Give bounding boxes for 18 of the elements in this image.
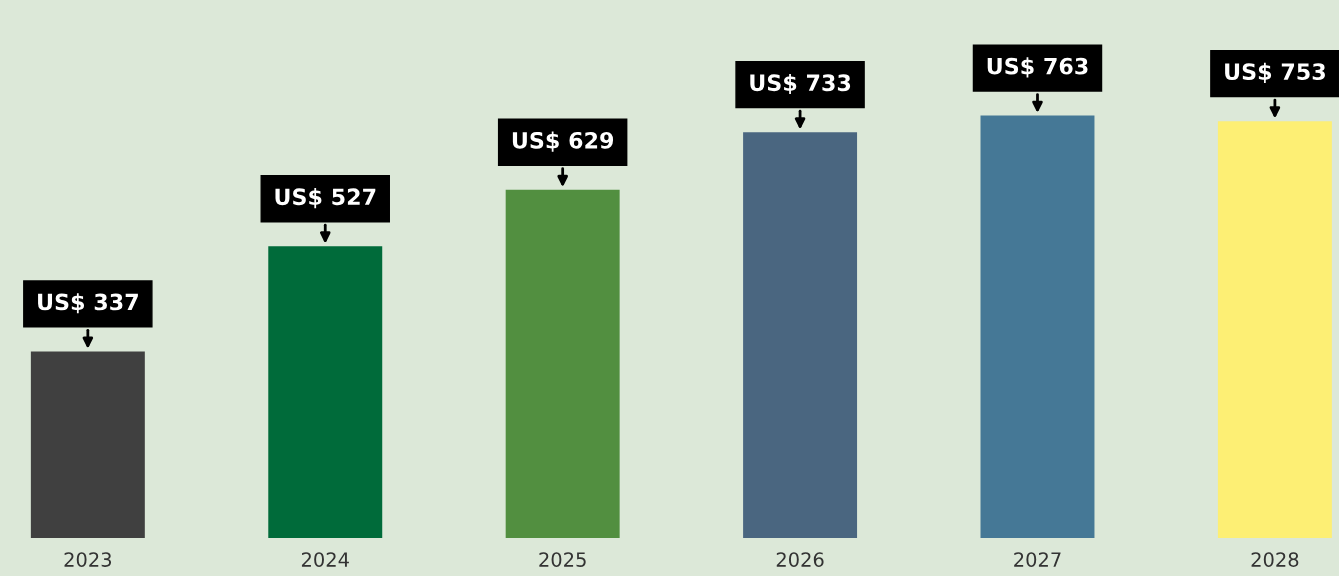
data-label: US$ 629 [512, 131, 614, 152]
bar [268, 246, 383, 538]
x-tick-label: 2028 [1251, 552, 1299, 567]
x-tick-label: 2026 [776, 552, 824, 567]
data-label: US$ 527 [275, 187, 376, 209]
data-label: US$ 733 [750, 73, 851, 95]
data-label: US$ 337 [38, 293, 138, 314]
bar [743, 132, 858, 538]
bar [1217, 121, 1332, 538]
bar [980, 115, 1095, 538]
x-tick-label: 2027 [1014, 552, 1061, 567]
x-tick-label: 2024 [301, 552, 349, 567]
data-label: US$ 753 [1225, 62, 1325, 84]
x-tick-label: 2025 [539, 552, 586, 567]
bar [505, 189, 620, 538]
bar [30, 351, 145, 538]
x-tick-label: 2023 [64, 552, 112, 567]
data-label: US$ 763 [987, 57, 1088, 78]
